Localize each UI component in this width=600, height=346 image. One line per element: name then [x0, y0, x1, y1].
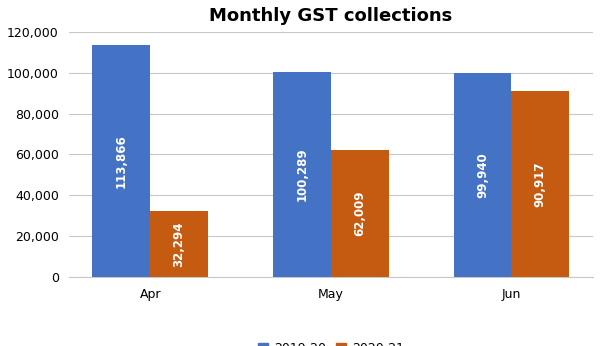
Text: 32,294: 32,294: [173, 221, 185, 267]
Text: 113,866: 113,866: [115, 134, 128, 188]
Text: 100,289: 100,289: [295, 148, 308, 201]
Bar: [92, 45, 150, 277]
Bar: [454, 73, 511, 277]
Bar: [331, 150, 389, 277]
Bar: [150, 211, 208, 277]
Bar: [273, 72, 331, 277]
Text: 62,009: 62,009: [353, 191, 366, 236]
Text: 99,940: 99,940: [476, 152, 489, 198]
Bar: [511, 91, 569, 277]
Text: 90,917: 90,917: [534, 161, 547, 207]
Legend: 2019-20, 2020-21: 2019-20, 2020-21: [253, 337, 409, 346]
Title: Monthly GST collections: Monthly GST collections: [209, 7, 452, 25]
